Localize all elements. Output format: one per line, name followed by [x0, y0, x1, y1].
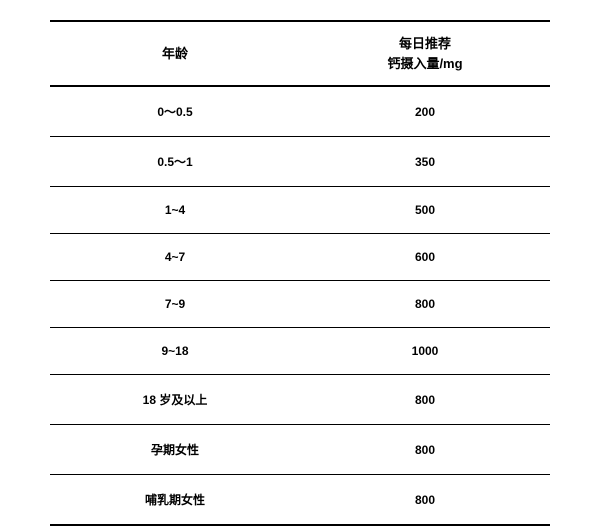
table-body: 0～0.5 200 0.5～1 350 1~4 500 4~7 600 7~9 …: [50, 86, 550, 525]
column-header-calcium-line1: 每日推荐钙摄入量/mg: [387, 36, 462, 71]
cell-value: 800: [300, 281, 550, 328]
cell-value: 600: [300, 234, 550, 281]
table-header-row: 年龄 每日推荐钙摄入量/mg: [50, 21, 550, 86]
cell-age: 7~9: [50, 281, 300, 328]
column-header-calcium: 每日推荐钙摄入量/mg: [300, 21, 550, 86]
cell-age: 1~4: [50, 187, 300, 234]
table-row: 1~4 500: [50, 187, 550, 234]
column-header-age: 年龄: [50, 21, 300, 86]
cell-value: 1000: [300, 328, 550, 375]
cell-age: 0～0.5: [50, 86, 300, 137]
cell-value: 800: [300, 475, 550, 526]
cell-age: 孕期女性: [50, 425, 300, 475]
cell-value: 200: [300, 86, 550, 137]
cell-age: 18 岁及以上: [50, 375, 300, 425]
cell-value: 800: [300, 425, 550, 475]
cell-age: 4~7: [50, 234, 300, 281]
cell-value: 350: [300, 137, 550, 187]
table-row: 孕期女性 800: [50, 425, 550, 475]
table-row: 0.5～1 350: [50, 137, 550, 187]
table-row: 4~7 600: [50, 234, 550, 281]
table-row: 18 岁及以上 800: [50, 375, 550, 425]
cell-age: 哺乳期女性: [50, 475, 300, 526]
cell-value: 800: [300, 375, 550, 425]
cell-value: 500: [300, 187, 550, 234]
table-row: 0～0.5 200: [50, 86, 550, 137]
calcium-intake-table: 年龄 每日推荐钙摄入量/mg 0～0.5 200 0.5～1 350 1~4 5…: [50, 20, 550, 526]
table-row: 7~9 800: [50, 281, 550, 328]
cell-age: 9~18: [50, 328, 300, 375]
table-row: 哺乳期女性 800: [50, 475, 550, 526]
cell-age: 0.5～1: [50, 137, 300, 187]
table-row: 9~18 1000: [50, 328, 550, 375]
